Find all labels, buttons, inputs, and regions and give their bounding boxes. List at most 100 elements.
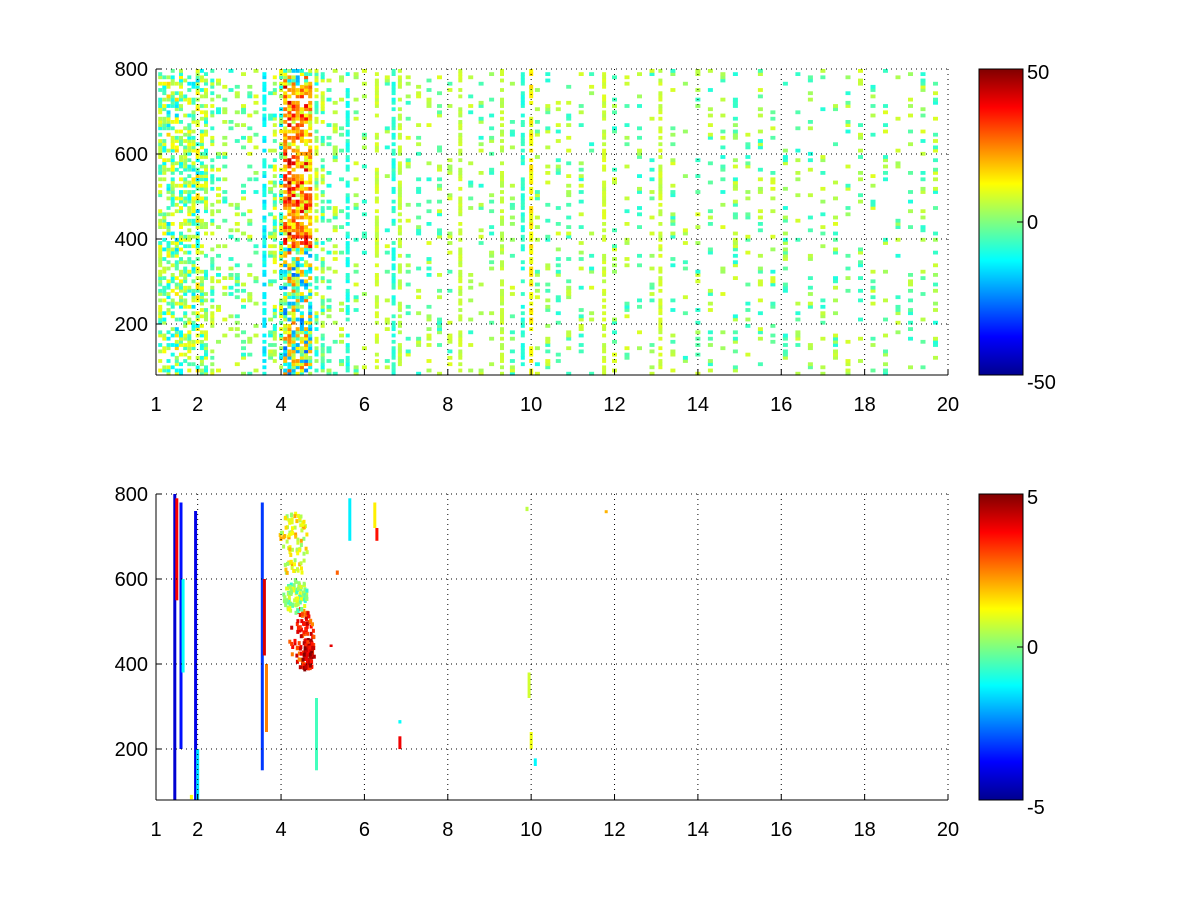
heatmap-cell [920, 209, 926, 214]
heatmap-cell [283, 595, 287, 600]
heatmap-cell [437, 164, 442, 169]
heatmap-cell [304, 295, 309, 300]
heatmap-cell [299, 174, 304, 178]
heatmap-cell [299, 327, 304, 331]
heatmap-cell [883, 241, 888, 245]
heatmap-cell [602, 311, 607, 316]
heatmap-cell [820, 320, 826, 325]
heatmap-cell [302, 551, 306, 556]
heatmap-cell [295, 273, 300, 277]
heatmap-cell [299, 317, 304, 322]
heatmap-cell [447, 171, 453, 175]
heatmap-cell [268, 343, 274, 347]
heatmap-cell [895, 311, 901, 316]
heatmap-cell [228, 234, 234, 239]
heatmap-cell [262, 250, 267, 255]
heatmap-cell [283, 126, 288, 131]
heatmap-cell [732, 244, 738, 249]
heatmap-cell [304, 282, 309, 287]
heatmap-cell [174, 333, 179, 338]
heatmap-cell [578, 308, 584, 312]
heatmap-cell [304, 84, 309, 89]
heatmap-cell [183, 346, 188, 351]
heatmap-cell [295, 298, 300, 303]
heatmap-cell [272, 218, 277, 223]
heatmap-cell [299, 320, 304, 325]
heatmap-cell [534, 155, 540, 159]
heatmap-cell [345, 199, 350, 204]
heatmap-cell [295, 81, 300, 86]
heatmap-cell [166, 266, 171, 271]
heatmap-cell [283, 237, 288, 242]
heatmap-cell [458, 94, 463, 99]
heatmap-cell [458, 231, 463, 236]
heatmap-cell [426, 333, 432, 338]
heatmap-cell [308, 336, 313, 341]
heatmap-cell [308, 81, 313, 86]
heatmap-cell [279, 145, 284, 150]
heatmap-cell [279, 174, 284, 178]
heatmap-cell [268, 352, 274, 357]
heatmap-cell [314, 285, 319, 290]
heatmap-cell [253, 301, 259, 306]
heatmap-cell [287, 234, 292, 239]
heatmap-cell [272, 253, 277, 258]
heatmap-cell [241, 145, 246, 150]
heatmap-cell [199, 339, 204, 344]
heatmap-cell [534, 225, 540, 229]
heatmap-cell [908, 104, 913, 108]
heatmap-cell [320, 104, 325, 108]
heatmap-cell [272, 324, 277, 328]
heatmap-cell [179, 304, 183, 309]
heatmap-cell [241, 339, 246, 344]
heatmap-cell [296, 645, 299, 650]
heatmap-cell [158, 330, 163, 335]
heatmap-cell [199, 161, 204, 166]
heatmap-cell [304, 349, 309, 354]
heatmap-cell [272, 349, 277, 354]
heatmap-cell [314, 266, 319, 271]
heatmap-cell [179, 206, 183, 210]
heatmap-cell [285, 514, 289, 519]
heatmap-cell [295, 116, 300, 121]
heatmap-cell [305, 588, 309, 593]
heatmap-cell [345, 193, 350, 198]
heatmap-cell [253, 132, 259, 137]
heatmap-cell [770, 116, 776, 121]
heatmap-cell [707, 215, 713, 220]
heatmap-cell [732, 237, 738, 242]
heatmap-cell [234, 139, 240, 143]
heatmap-cell [520, 186, 525, 191]
heatmap-cell [782, 161, 788, 166]
heatmap-cell [158, 209, 163, 214]
heatmap-cell [555, 298, 561, 303]
heatmap-cell [345, 295, 350, 300]
heatmap-cell [820, 298, 826, 303]
heatmap-cell [637, 151, 642, 156]
heatmap-cell [602, 349, 607, 354]
heatmap-cell [637, 186, 642, 191]
heatmap-cell [345, 273, 350, 277]
heatmap-cell [374, 234, 379, 239]
heatmap-cell [695, 225, 701, 229]
heatmap-cell [191, 222, 196, 226]
heatmap-cell [908, 288, 913, 293]
heatmap-cell [191, 81, 196, 86]
heatmap-cell [195, 355, 200, 360]
heatmap-cell [920, 171, 926, 175]
heatmap-cell [520, 260, 525, 265]
heatmap-cell [384, 327, 390, 331]
heatmap-cell [500, 88, 504, 92]
heatmap-cell [204, 343, 208, 347]
heatmap-cell [179, 330, 183, 335]
heatmap-cell [195, 84, 200, 89]
heatmap-cell [310, 641, 314, 646]
heatmap-cell [291, 161, 296, 166]
heatmap-cell [291, 301, 296, 306]
y-tick-label: 200 [115, 314, 148, 336]
heatmap-cell [345, 104, 350, 108]
heatmap-cell [658, 180, 663, 185]
heatmap-cell [279, 196, 284, 201]
heatmap-cell [870, 301, 876, 306]
heatmap-cell [658, 253, 663, 258]
